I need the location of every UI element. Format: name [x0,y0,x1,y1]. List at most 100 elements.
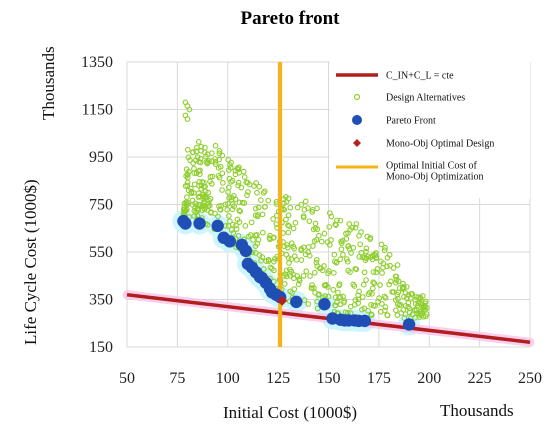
design-alternative-point [212,142,219,149]
x-tick-label: 175 [367,370,391,387]
legend-entry-label: Optimal Initial Cost of Mono-Obj Optimiza… [386,161,484,183]
y-unit-label: Thousands [39,46,58,120]
design-alternative-point [351,283,358,289]
design-alternative-point [259,229,266,236]
design-alternative-point [357,241,364,248]
design-alternative-point [195,168,202,174]
design-alternative-point [188,190,195,197]
design-alternative-point [333,259,340,266]
pareto-front-points [177,214,416,331]
design-alternative-point [215,213,221,220]
design-alternative-point [255,204,262,211]
design-alternative-point [377,282,383,288]
design-alternative-point [305,205,311,212]
design-alternative-point [330,286,337,293]
design-alternative-point [291,245,298,252]
design-alternative-point [361,254,368,261]
design-alternative-point [377,308,384,315]
design-alternative-point [225,156,232,163]
pareto-point [290,295,303,309]
design-alternative-point [271,258,277,265]
design-alternative-point [402,290,409,296]
design-alternative-point [181,204,188,211]
design-alternative-point [300,213,307,219]
legend: C_IN+C_L = cte Design Alternatives Pareto … [330,60,530,198]
design-alternative-point [359,294,366,300]
x-tick-label: 150 [317,370,341,387]
design-alternative-point [216,174,223,181]
design-alternative-point [403,284,410,290]
y-tick-label: 1150 [82,102,113,119]
design-alternative-point [303,268,310,275]
design-alternative-point [242,223,249,229]
y-tick-label: 950 [89,149,113,166]
design-alternative-point [296,277,303,284]
design-alternative-point [343,230,349,237]
design-alternative-point [284,244,291,251]
design-alternative-point [212,156,219,162]
design-alternative-point [405,300,412,306]
design-alternative-point [384,254,391,261]
design-alternative-point [400,280,406,287]
design-alternative-point [184,116,191,122]
design-alternative-point [235,233,242,239]
pareto-point [179,217,192,230]
design-alternative-point [265,258,272,264]
design-alternative-point [376,295,382,302]
design-alternative-point [200,191,207,198]
design-alternative-point [352,224,359,231]
design-alternative-point [286,223,292,229]
pareto-point [193,217,206,230]
design-alternative-point [380,264,386,271]
design-alternative-point [250,236,256,243]
design-alternative-point [347,269,353,276]
design-alternative-point [287,288,294,295]
design-alternative-point [270,216,276,222]
design-alternative-point [235,179,242,186]
design-alternative-point [230,230,237,236]
design-alternative-point [335,289,341,296]
y-tick-label: 1350 [81,54,113,71]
design-alternative-point [400,307,407,313]
design-alternative-point [295,281,302,288]
design-alternative-point [334,299,340,306]
legend-box [330,60,530,198]
design-alternative-point [356,232,362,239]
design-alternative-point [285,212,292,219]
design-alternative-point [219,170,226,177]
design-alternative-point [331,251,338,258]
design-alternative-point [216,156,222,163]
design-alternative-point [390,289,397,295]
design-alternative-point [332,302,339,309]
design-alternative-point [344,258,351,265]
design-alternative-point [325,293,332,300]
design-alternative-point [288,268,295,275]
design-alternative-point [372,303,378,309]
design-alternative-point [225,213,232,219]
design-alternative-point [269,265,275,272]
design-alternative-point [364,233,371,240]
design-alternative-point [253,180,260,186]
x-tick-label: 125 [266,370,290,387]
design-alternative-point [216,150,223,157]
design-alternative-point [198,143,205,150]
design-alternative-point [417,295,424,302]
design-alternative-point [195,139,202,145]
design-alternative-point [374,266,381,272]
design-alternative-point [375,298,381,305]
design-alternative-point [224,206,231,213]
design-alternative-point [220,179,226,186]
design-alternative-point [356,288,362,295]
x-tick-label: 250 [518,370,542,387]
design-alternative-point [310,243,316,249]
design-alternative-point [369,252,376,259]
design-alternative-point [232,167,239,174]
design-alternative-point [184,182,191,189]
design-alternative-point [225,189,231,195]
design-alternative-point [229,206,236,213]
pareto-point [239,244,253,258]
design-alternative-point [324,284,331,290]
design-alternative-point [207,178,213,185]
design-alternative-point [306,218,313,225]
design-alternative-point [241,174,248,180]
